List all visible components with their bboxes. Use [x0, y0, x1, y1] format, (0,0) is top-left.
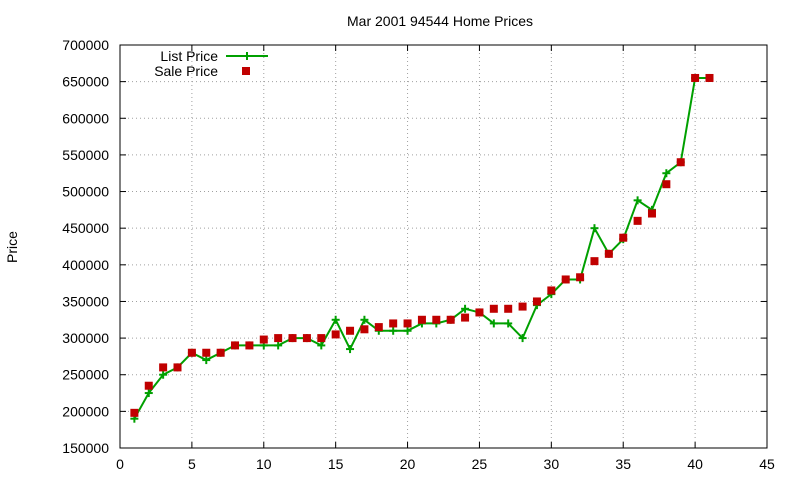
x-tick-label: 30 [544, 456, 560, 472]
legend-marker-list-price [243, 52, 251, 60]
data-point-sale-price [245, 341, 254, 350]
data-point-sale-price [604, 249, 613, 258]
data-point-sale-price [317, 334, 326, 343]
x-tick-label: 15 [328, 456, 344, 472]
x-tick-label: 0 [116, 456, 124, 472]
y-tick-label: 650000 [62, 74, 109, 90]
y-tick-label: 250000 [62, 367, 109, 383]
data-point-list-price [159, 370, 168, 379]
data-point-list-price [274, 341, 283, 350]
data-point-list-price [489, 319, 498, 328]
data-point-sale-price [619, 233, 628, 242]
data-point-sale-price [417, 315, 426, 324]
x-tick-label: 10 [256, 456, 272, 472]
data-point-list-price [633, 196, 642, 205]
data-point-sale-price [144, 381, 153, 390]
legend: List Price Sale Price [154, 48, 268, 79]
data-point-sale-price [475, 308, 484, 317]
data-point-list-price [346, 345, 355, 354]
data-point-sale-price [432, 315, 441, 324]
data-point-sale-price [159, 363, 168, 372]
data-point-sale-price [691, 73, 700, 82]
y-tick-label: 700000 [62, 37, 109, 53]
data-point-sale-price [231, 341, 240, 350]
data-point-sale-price [302, 334, 311, 343]
data-point-list-price [518, 334, 527, 343]
y-tick-label: 600000 [62, 110, 109, 126]
legend-label-sale-price: Sale Price [154, 63, 218, 79]
data-point-sale-price [360, 325, 369, 334]
plot-frame [119, 44, 768, 449]
data-point-sale-price [461, 313, 470, 322]
data-point-sale-price [202, 348, 211, 357]
data-point-sale-price [331, 330, 340, 339]
data-point-sale-price [532, 297, 541, 306]
data-point-list-price [331, 315, 340, 324]
legend-marker-sale-price [242, 67, 250, 75]
data-point-list-price [389, 326, 398, 335]
data-point-sale-price [288, 334, 297, 343]
y-tick-label: 450000 [62, 220, 109, 236]
data-point-list-price [144, 389, 153, 398]
x-tick-label: 20 [400, 456, 416, 472]
data-point-list-price [202, 356, 211, 365]
y-tick-label: 500000 [62, 184, 109, 200]
data-point-sale-price [216, 348, 225, 357]
axis-ticks [119, 44, 768, 449]
data-point-sale-price [130, 408, 139, 417]
data-point-list-price [461, 304, 470, 313]
y-axis-label: Price [4, 231, 20, 263]
data-point-sale-price [346, 326, 355, 335]
y-tick-label: 200000 [62, 403, 109, 419]
series-sale-price [130, 73, 714, 417]
data-point-sale-price [374, 323, 383, 332]
data-point-sale-price [662, 180, 671, 189]
data-point-list-price [662, 169, 671, 178]
data-point-sale-price [561, 275, 570, 284]
x-tick-label: 40 [687, 456, 703, 472]
data-point-sale-price [173, 363, 182, 372]
data-point-sale-price [647, 209, 656, 218]
data-point-sale-price [518, 302, 527, 311]
data-point-sale-price [187, 348, 196, 357]
data-point-sale-price [489, 304, 498, 313]
data-point-list-price [590, 224, 599, 233]
data-point-sale-price [446, 315, 455, 324]
data-point-list-price [360, 315, 369, 324]
data-point-sale-price [389, 319, 398, 328]
data-point-list-price [317, 341, 326, 350]
x-tick-label: 25 [472, 456, 488, 472]
x-tick-label: 5 [188, 456, 196, 472]
y-tick-label: 400000 [62, 257, 109, 273]
data-point-sale-price [274, 334, 283, 343]
legend-label-list-price: List Price [160, 48, 218, 64]
data-point-sale-price [259, 335, 268, 344]
data-point-sale-price [403, 319, 412, 328]
data-point-sale-price [504, 304, 513, 313]
data-point-list-price [504, 319, 513, 328]
y-tick-label: 150000 [62, 440, 109, 456]
x-tick-label: 45 [759, 456, 775, 472]
x-tick-label: 35 [615, 456, 631, 472]
y-tick-label: 300000 [62, 330, 109, 346]
tick-labels: 0 5 10 15 20 25 30 35 40 45 150000 200000 250000 3000… [62, 37, 775, 472]
y-tick-label: 350000 [62, 293, 109, 309]
y-tick-label: 550000 [62, 147, 109, 163]
data-point-sale-price [705, 73, 714, 82]
data-point-sale-price [547, 286, 556, 295]
data-point-sale-price [590, 257, 599, 266]
data-point-sale-price [576, 273, 585, 282]
data-point-sale-price [633, 216, 642, 225]
data-point-sale-price [676, 158, 685, 167]
chart-title: Mar 2001 94544 Home Prices [347, 13, 533, 29]
data-point-list-price [403, 326, 412, 335]
